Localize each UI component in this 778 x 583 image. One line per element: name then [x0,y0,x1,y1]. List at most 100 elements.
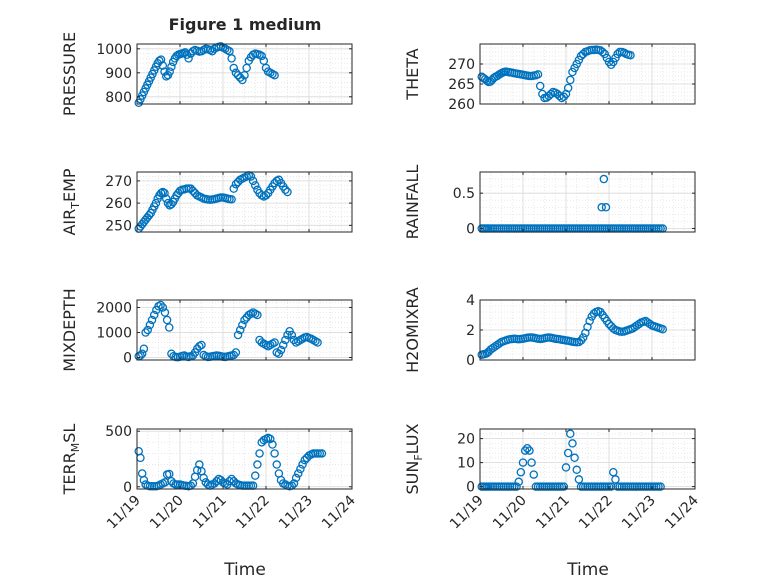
axes-frame [479,43,696,105]
xlabel-left: Time [223,560,266,580]
data-point [568,67,577,77]
data-point [186,184,195,193]
data-point [199,473,208,483]
subplot-rainfall: 0 0.5 RAINFALL [403,165,696,239]
x-tick-label: 11/24 [319,492,359,532]
data-point [231,68,241,78]
y-axis-label: THETA [403,48,422,100]
data-point [313,338,322,347]
data-point [139,344,149,353]
data-point [167,62,176,72]
data-point [606,482,616,491]
data-point [248,176,258,186]
data-point [574,55,584,65]
y-tick-label: 270 [105,174,132,190]
y-tick-label: 0.5 [453,186,475,202]
data-point [238,320,247,330]
data-point [296,464,305,474]
data-point [272,460,281,469]
data-point [246,172,256,181]
y-tick-label: 1000 [96,42,132,58]
data-point [165,67,174,76]
y-tick-label: 2000 [96,301,132,317]
data-point [525,446,534,455]
data-point [278,340,288,350]
data-point [229,350,238,360]
data-point [602,53,612,63]
data-point [293,469,303,478]
data-point [568,439,577,448]
data-point [281,185,290,195]
y-tick-label: 10 [457,456,475,472]
data-point [253,460,262,469]
y-tick-label: 500 [105,424,132,440]
data-point [289,335,299,345]
data-point [156,300,165,310]
data-point [231,348,241,357]
data-point [561,463,571,472]
y-axis-label: H2OMIXRA [403,287,422,373]
figure-title: Figure 1 medium [169,15,322,34]
data-point [289,479,299,488]
data-point [268,440,277,449]
data-point [527,458,536,467]
data-point [227,195,236,204]
data-point [287,330,297,340]
y-tick-label: 260 [448,97,475,113]
data-point [184,54,193,63]
y-tick-label: 260 [105,196,132,212]
data-point [533,70,543,79]
data-point [656,482,665,491]
y-axis-label: MIXDEPTH [60,288,79,371]
data-point [250,471,260,480]
y-tick-label: 20 [457,432,475,448]
data-point [566,429,575,439]
xlabel-right: Time [566,560,609,580]
axes-frame [479,428,696,490]
data-point [149,310,159,320]
axes-frame [136,299,353,361]
data-point [229,63,238,73]
data-point [162,315,172,325]
data-point [160,188,169,198]
y-tick-label: 270 [448,57,475,73]
x-tick-label: 11/22 [233,493,273,533]
data-point [233,70,243,80]
x-tick-label: 11/19 [104,493,144,533]
data-point [658,324,668,334]
data-point [572,465,582,475]
data-point [238,75,247,85]
x-tick-label: 11/20 [147,493,187,533]
data-point [570,453,579,463]
data-point [523,443,532,453]
data-point [559,482,569,491]
axes-frame [136,428,353,490]
y-tick-label: 800 [105,90,132,106]
subplot-sun-flux: 0 10 20 11/19 11/20 11/21 11/22 11/23 11/24 SUNFL… [403,423,702,532]
axes-frame [479,171,696,233]
data-point [291,473,301,483]
data-point [270,70,279,80]
y-tick-label: 265 [448,77,475,93]
data-point [598,47,607,57]
data-point [158,303,168,312]
data-point [233,330,243,340]
data-point [227,54,236,63]
axes-frame [136,171,353,233]
data-point [572,59,582,69]
x-tick-label: 11/20 [490,493,530,533]
y-tick-label: 2 [466,323,475,339]
y-tick-label: 250 [105,218,132,234]
subplot-air-temp: 250 260 270 AIRTEMP [60,168,353,236]
subplot-terr-msl: 0 500 11/19 11/20 11/21 11/22 11/23 11/24 TERRMS… [60,424,359,533]
data-point [611,53,620,63]
y-axis-label: SUNFLUX [403,423,425,494]
data-point [229,184,238,193]
y-axis-label: PRESSURE [60,32,79,116]
data-point [139,475,149,485]
y-axis-label: TERRMSL [60,424,82,496]
data-point [161,194,171,203]
data-point [250,181,260,190]
